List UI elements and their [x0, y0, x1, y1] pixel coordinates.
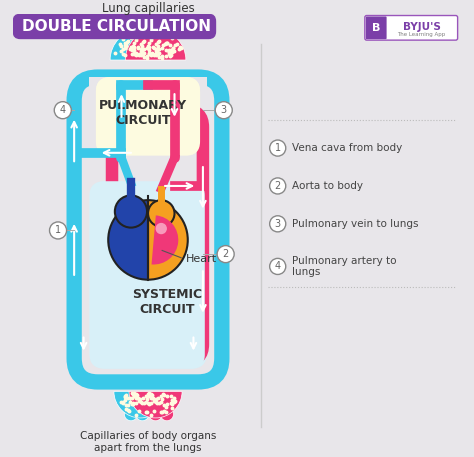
- Text: PULMONARY
CIRCUIT: PULMONARY CIRCUIT: [99, 99, 187, 127]
- Circle shape: [148, 200, 174, 227]
- Circle shape: [270, 140, 286, 156]
- Text: 4: 4: [274, 261, 281, 271]
- FancyBboxPatch shape: [365, 16, 457, 40]
- Circle shape: [49, 222, 66, 239]
- Text: Pulmonary artery to
lungs: Pulmonary artery to lungs: [292, 255, 396, 277]
- Circle shape: [157, 26, 173, 41]
- FancyBboxPatch shape: [91, 181, 205, 369]
- Text: 1: 1: [274, 143, 281, 153]
- Circle shape: [131, 26, 146, 41]
- Circle shape: [145, 26, 160, 41]
- Circle shape: [54, 101, 71, 119]
- Text: DOUBLE CIRCULATION: DOUBLE CIRCULATION: [22, 19, 211, 34]
- FancyBboxPatch shape: [89, 181, 207, 371]
- Circle shape: [136, 408, 149, 421]
- Circle shape: [115, 196, 147, 228]
- Text: B: B: [372, 23, 380, 33]
- Text: Heart: Heart: [186, 254, 217, 264]
- Wedge shape: [129, 391, 182, 418]
- Circle shape: [270, 258, 286, 275]
- FancyBboxPatch shape: [96, 77, 200, 156]
- Circle shape: [270, 178, 286, 194]
- Text: The Learning App: The Learning App: [398, 32, 446, 37]
- Circle shape: [215, 101, 232, 119]
- Text: Aorta to body: Aorta to body: [292, 181, 363, 191]
- Wedge shape: [114, 391, 167, 418]
- Text: 3: 3: [274, 219, 281, 229]
- Circle shape: [160, 408, 173, 421]
- Wedge shape: [152, 215, 178, 265]
- Circle shape: [270, 216, 286, 232]
- FancyBboxPatch shape: [123, 120, 191, 351]
- Circle shape: [217, 245, 234, 263]
- Text: Pulmonary vein to lungs: Pulmonary vein to lungs: [292, 219, 419, 229]
- Text: Lung capillaries: Lung capillaries: [101, 1, 194, 15]
- Text: Vena cava from body: Vena cava from body: [292, 143, 402, 153]
- Wedge shape: [125, 30, 186, 60]
- Wedge shape: [108, 200, 148, 280]
- Text: 4: 4: [60, 105, 66, 115]
- FancyBboxPatch shape: [89, 77, 207, 371]
- FancyBboxPatch shape: [89, 181, 207, 369]
- Text: BYJU'S: BYJU'S: [403, 22, 440, 32]
- Wedge shape: [110, 30, 171, 60]
- Text: SYSTEMIC
CIRCUIT: SYSTEMIC CIRCUIT: [132, 288, 202, 316]
- Text: 3: 3: [221, 105, 227, 115]
- FancyBboxPatch shape: [96, 77, 200, 156]
- Text: 1: 1: [55, 225, 61, 235]
- Circle shape: [124, 408, 137, 421]
- Text: 2: 2: [274, 181, 281, 191]
- Circle shape: [149, 408, 162, 421]
- Wedge shape: [148, 200, 188, 280]
- Text: Capillaries of body organs
apart from the lungs: Capillaries of body organs apart from th…: [80, 431, 216, 453]
- Text: 2: 2: [222, 249, 229, 259]
- FancyBboxPatch shape: [366, 16, 387, 39]
- FancyBboxPatch shape: [13, 14, 216, 39]
- Circle shape: [119, 26, 135, 41]
- FancyBboxPatch shape: [96, 77, 200, 158]
- Circle shape: [155, 223, 167, 234]
